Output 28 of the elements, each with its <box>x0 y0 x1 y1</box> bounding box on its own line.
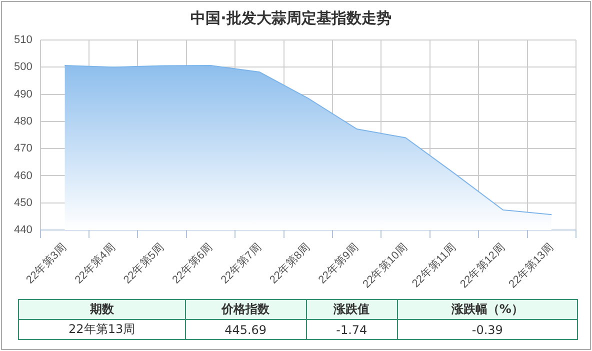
y-tick-label: 450 <box>14 196 32 209</box>
x-tick-label: 22年第3周 <box>24 241 69 286</box>
y-tick-label: 500 <box>14 61 32 74</box>
x-tick-label: 22年第12周 <box>458 241 508 291</box>
x-tick-label: 22年第7周 <box>218 241 264 286</box>
x-tick-label: 22年第11周 <box>410 241 459 290</box>
y-tick-label: 510 <box>14 34 32 46</box>
x-tick-label: 22年第9周 <box>316 241 362 286</box>
x-tick-label: 22年第6周 <box>170 241 216 286</box>
x-tick-label: 22年第4周 <box>72 241 118 286</box>
x-tick-label: 22年第10周 <box>360 241 410 291</box>
text: 22年第13周 <box>18 320 186 340</box>
text: 期数 <box>18 300 186 320</box>
y-tick-label: 470 <box>14 142 32 155</box>
y-tick-label: 480 <box>14 115 32 128</box>
y-tick-label: 490 <box>14 88 32 100</box>
x-tick-label: 22年第13周 <box>506 241 556 291</box>
text: 涨跌幅（%） <box>397 300 578 320</box>
text: -0.39 <box>397 320 578 340</box>
y-tick-label: 440 <box>14 224 32 236</box>
x-tick-label: 22年第5周 <box>122 241 166 286</box>
text: 价格指数 <box>185 300 306 320</box>
text: 涨跌值 <box>306 300 398 320</box>
text: -1.74 <box>306 320 398 340</box>
chart-title: 中国·批发大蒜周定基指数走势 <box>190 8 392 27</box>
text: 445.69 <box>185 320 306 340</box>
y-tick-label: 460 <box>14 170 32 182</box>
x-tick-label: 22年第8周 <box>268 241 312 286</box>
